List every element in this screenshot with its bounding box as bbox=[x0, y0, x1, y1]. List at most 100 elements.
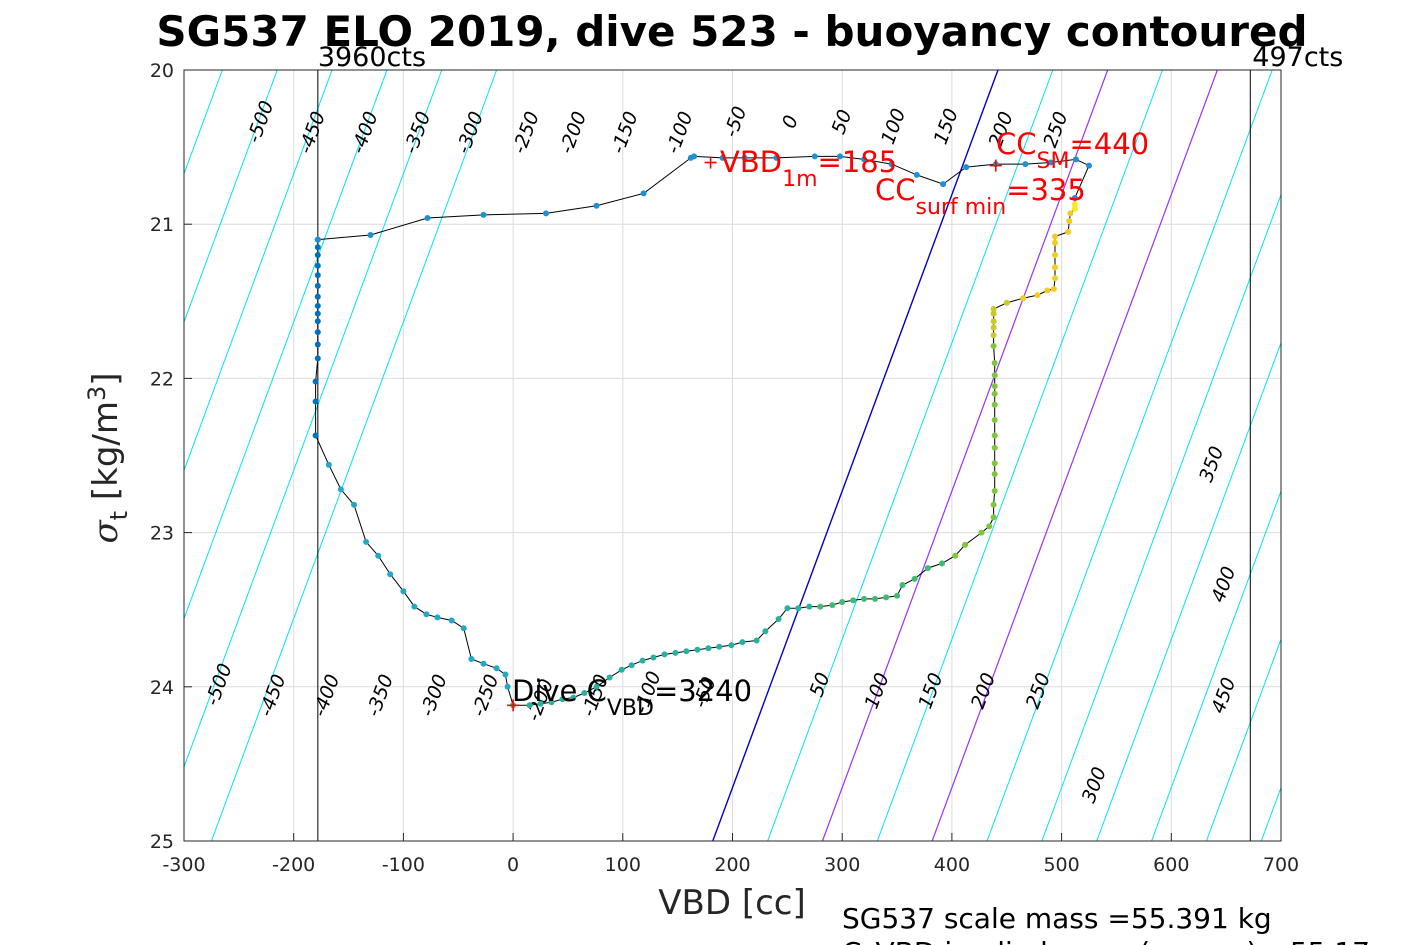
contour-line-250 bbox=[986, 70, 1273, 841]
profile-point bbox=[434, 614, 441, 621]
profile-point bbox=[1052, 239, 1058, 246]
profile-point bbox=[991, 360, 998, 366]
contour-line-450 bbox=[1205, 637, 1281, 841]
profile-point bbox=[314, 310, 321, 317]
profile-point bbox=[705, 645, 712, 652]
annotation-vbd-1m: VBD1m=185 bbox=[720, 145, 897, 192]
profile-point bbox=[1066, 218, 1073, 225]
contour-line-300 bbox=[1041, 193, 1281, 841]
profile-point bbox=[829, 602, 836, 609]
profile-point bbox=[741, 154, 748, 161]
profile-point bbox=[1071, 205, 1078, 212]
marker-plus bbox=[507, 699, 520, 712]
profile-point bbox=[314, 302, 321, 309]
profile-point bbox=[468, 656, 475, 662]
profile-point bbox=[314, 341, 321, 348]
profile-point bbox=[314, 293, 321, 300]
annotation-dive-cvbd: Dive CVBD=3240 bbox=[512, 674, 752, 721]
profile-point bbox=[990, 310, 997, 317]
profile-point bbox=[593, 202, 600, 209]
profile-point bbox=[1034, 292, 1041, 299]
x-tick-label: 0 bbox=[507, 854, 519, 876]
profile-point bbox=[400, 588, 407, 595]
profile-point bbox=[795, 605, 802, 612]
chart-title: SG537 ELO 2019, dive 523 - buoyancy cont… bbox=[156, 7, 1307, 56]
profile-point bbox=[883, 594, 890, 601]
vbd-limit-lines: 3960cts 497cts bbox=[317, 42, 1343, 841]
footer-scale-mass: SG537 scale mass =55.391 kg bbox=[842, 902, 1272, 935]
profile-point bbox=[1065, 228, 1072, 235]
profile-point bbox=[314, 355, 321, 362]
contour-line-50 bbox=[767, 70, 1054, 841]
profile-point bbox=[811, 153, 818, 160]
y-tick-label: 24 bbox=[150, 677, 174, 699]
profile-point bbox=[991, 417, 998, 423]
marker-plus bbox=[704, 156, 717, 169]
profile-point bbox=[991, 390, 998, 397]
profile-point bbox=[480, 660, 487, 667]
profile-point bbox=[559, 696, 566, 703]
x-tick-label: 600 bbox=[1153, 854, 1189, 876]
footer-implied-mass: C_VBD implied mass (approx) =55.17 bbox=[842, 936, 1370, 945]
profile-point bbox=[504, 683, 511, 690]
profile-point bbox=[411, 603, 418, 610]
profile-point bbox=[460, 625, 467, 632]
profile-point bbox=[872, 595, 879, 602]
profile-point bbox=[773, 154, 780, 161]
profile-point bbox=[672, 649, 679, 656]
x-tick-labels: -300 -200 -100 0 100 200 300 400 500 600 700 bbox=[162, 833, 1299, 876]
profile-point bbox=[424, 215, 431, 221]
profile-point bbox=[581, 690, 588, 696]
x-tick-label: 500 bbox=[1043, 854, 1079, 876]
profile-point bbox=[1044, 287, 1051, 294]
profile-point bbox=[1047, 159, 1054, 166]
profile-point bbox=[543, 210, 549, 217]
contour-line--250 bbox=[184, 70, 278, 324]
profile-point bbox=[493, 665, 500, 672]
profile-point bbox=[480, 211, 487, 218]
profile-point bbox=[1067, 210, 1074, 217]
limit-line-label: 497cts bbox=[1252, 42, 1343, 73]
profile-point bbox=[1072, 156, 1079, 163]
profile-point bbox=[990, 343, 997, 349]
contour-line--50 bbox=[210, 70, 498, 841]
x-tick-label: 300 bbox=[824, 854, 860, 876]
profile-point bbox=[991, 401, 998, 408]
profile-point bbox=[728, 642, 735, 649]
x-tick-label: 100 bbox=[605, 854, 641, 876]
contour-line-500 bbox=[1260, 786, 1281, 841]
profile-point bbox=[839, 599, 846, 605]
profile-point bbox=[1050, 286, 1057, 292]
buoyancy-contours bbox=[184, 70, 1281, 841]
profile-point bbox=[683, 648, 690, 655]
contour-line--200 bbox=[184, 70, 333, 472]
contour-line--150 bbox=[184, 70, 388, 621]
profile-point bbox=[739, 639, 746, 646]
profile-point bbox=[991, 471, 998, 477]
limit-line-label: 3960cts bbox=[318, 42, 426, 73]
profile-point bbox=[618, 666, 625, 673]
profile-point bbox=[314, 318, 321, 325]
contour-line-0 bbox=[712, 70, 999, 841]
dive-profile bbox=[312, 153, 1092, 709]
profile-point bbox=[850, 597, 857, 604]
annotation-cc-surf-min: CCsurf min=335 bbox=[875, 173, 1086, 220]
profile-point bbox=[314, 272, 321, 279]
profile-point bbox=[337, 486, 344, 493]
x-tick-label: -100 bbox=[382, 854, 425, 876]
profile-point bbox=[762, 628, 769, 635]
profile-point bbox=[1071, 201, 1078, 208]
profile-point bbox=[548, 699, 555, 706]
profile-point bbox=[325, 461, 332, 468]
profile-point bbox=[1086, 162, 1092, 169]
profile-point bbox=[628, 662, 635, 669]
profile-point bbox=[537, 700, 544, 707]
profile-point bbox=[640, 190, 647, 197]
y-tick-label: 22 bbox=[150, 368, 174, 390]
profile-point bbox=[1071, 195, 1078, 201]
y-tick-label: 21 bbox=[150, 214, 174, 236]
profile-point bbox=[775, 616, 782, 622]
contour-line-100 bbox=[821, 70, 1109, 841]
contour-line-400 bbox=[1151, 489, 1281, 841]
